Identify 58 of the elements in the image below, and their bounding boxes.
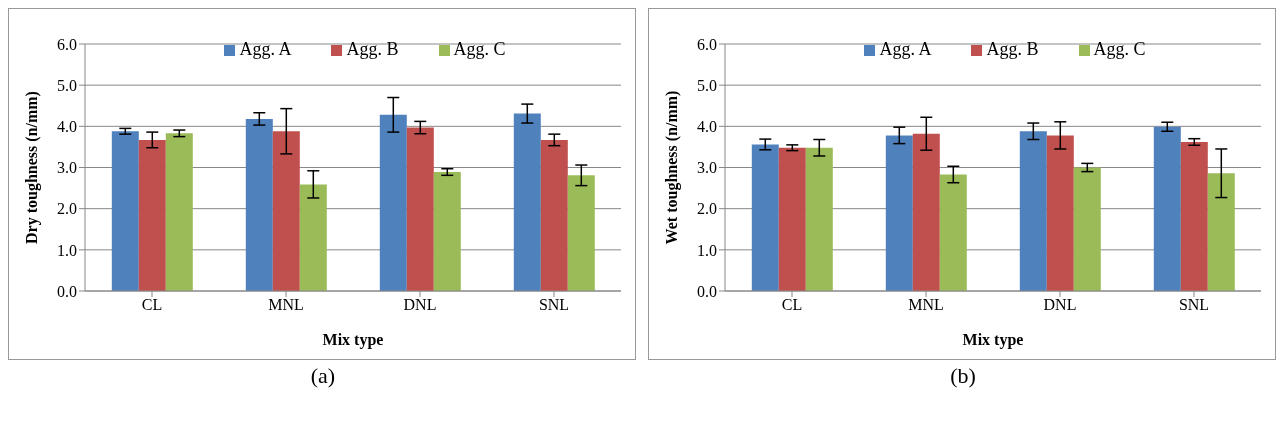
bar xyxy=(885,135,913,291)
legend-label: Agg. B xyxy=(346,39,399,59)
y-tick-label: 2.0 xyxy=(57,200,77,218)
legend-label: Agg. A xyxy=(879,39,932,59)
x-tick-label: SNL xyxy=(1178,296,1210,314)
bar xyxy=(299,184,327,291)
y-axis-title: Dry toughness (n/mm) xyxy=(22,91,41,244)
bar xyxy=(540,139,568,291)
bar xyxy=(912,133,940,291)
bar xyxy=(567,175,595,291)
legend-label: Agg. C xyxy=(1093,39,1146,59)
bar xyxy=(379,114,407,291)
y-tick-label: 4.0 xyxy=(57,118,77,136)
bar xyxy=(1046,135,1074,291)
x-tick-label: CL xyxy=(141,296,163,314)
y-tick-label: 4.0 xyxy=(697,118,717,136)
x-axis-title: Mix type xyxy=(962,331,1024,349)
x-tick-label: DNL xyxy=(1043,296,1077,314)
y-tick-label: 6.0 xyxy=(697,35,717,53)
x-tick-label: MNL xyxy=(268,296,304,314)
legend-label: Agg. A xyxy=(239,39,292,59)
x-axis-title: Mix type xyxy=(322,331,384,349)
y-tick-label: 3.0 xyxy=(697,159,717,177)
bar xyxy=(513,113,541,291)
bar xyxy=(778,147,806,291)
legend-label: Agg. B xyxy=(986,39,1039,59)
text: (b) xyxy=(949,362,977,390)
bar xyxy=(165,133,193,291)
y-tick-label: 6.0 xyxy=(57,35,77,53)
bar xyxy=(751,144,779,291)
bar xyxy=(1073,167,1101,291)
bar xyxy=(245,118,273,291)
bar xyxy=(433,172,461,291)
bar xyxy=(1019,131,1047,291)
x-tick-label: DNL xyxy=(403,296,437,314)
y-tick-label: 1.0 xyxy=(697,241,717,259)
bar xyxy=(138,139,166,291)
y-tick-label: 0.0 xyxy=(57,282,77,300)
x-tick-label: CL xyxy=(781,296,803,314)
text: (a) xyxy=(309,362,337,390)
y-tick-label: 3.0 xyxy=(57,159,77,177)
y-tick-label: 1.0 xyxy=(57,241,77,259)
x-tick-label: MNL xyxy=(908,296,944,314)
x-tick-label: SNL xyxy=(538,296,570,314)
y-tick-label: 2.0 xyxy=(697,200,717,218)
bar xyxy=(939,174,967,291)
legend-label: Agg. C xyxy=(453,39,506,59)
y-tick-label: 0.0 xyxy=(697,282,717,300)
bar xyxy=(272,131,300,291)
bar xyxy=(1153,126,1181,291)
y-axis-title: Wet toughness (n/mm) xyxy=(662,90,681,245)
bar xyxy=(805,147,833,291)
y-tick-label: 5.0 xyxy=(697,76,717,94)
bar xyxy=(111,131,139,291)
y-tick-label: 5.0 xyxy=(57,76,77,94)
bar xyxy=(1180,141,1208,291)
bar xyxy=(406,127,434,291)
bar xyxy=(1207,173,1235,291)
